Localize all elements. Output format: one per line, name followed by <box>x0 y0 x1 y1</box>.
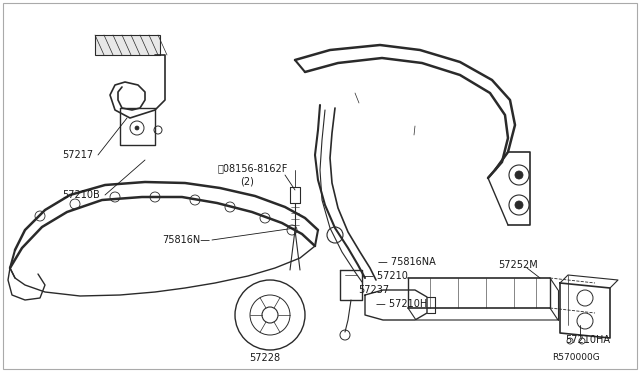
Text: 57252M: 57252M <box>498 260 538 270</box>
Text: 57210B: 57210B <box>62 190 100 200</box>
Circle shape <box>135 126 139 130</box>
Text: 57210HA: 57210HA <box>565 335 610 345</box>
Circle shape <box>515 171 523 179</box>
Text: Ⓑ08156-8162F: Ⓑ08156-8162F <box>218 163 289 173</box>
Text: — 57210: — 57210 <box>364 271 408 281</box>
Text: — 75816NA: — 75816NA <box>378 257 436 267</box>
Text: (2): (2) <box>240 177 254 187</box>
Text: 57217: 57217 <box>62 150 93 160</box>
Circle shape <box>515 201 523 209</box>
Text: R570000G: R570000G <box>552 353 600 362</box>
Text: 57237: 57237 <box>358 285 389 295</box>
Text: 57228: 57228 <box>250 353 280 363</box>
Polygon shape <box>95 35 160 55</box>
Text: 75816N—: 75816N— <box>162 235 210 245</box>
Text: — 57210H: — 57210H <box>376 299 428 309</box>
